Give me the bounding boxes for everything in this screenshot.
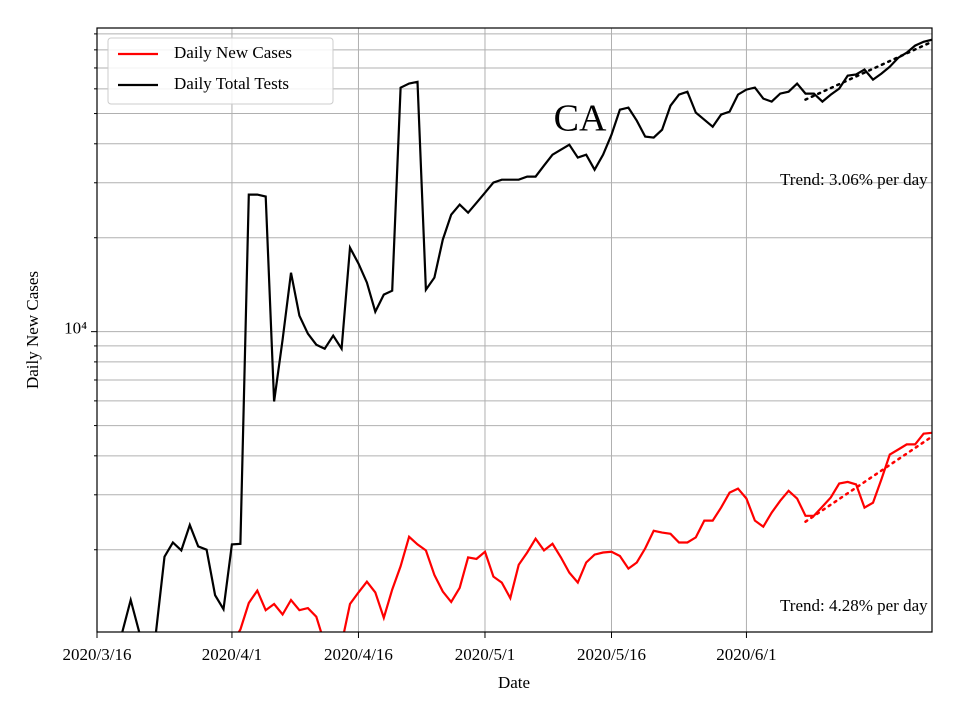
annotation: Trend: 4.28% per day — [780, 596, 928, 615]
x-axis-label: Date — [498, 673, 530, 692]
data-line — [237, 431, 932, 632]
y-axis-label: Daily New Cases — [23, 271, 42, 389]
trend-line — [804, 435, 932, 523]
annotation: Trend: 3.06% per day — [780, 170, 928, 189]
y-tick-label: 10⁴ — [64, 319, 87, 338]
legend-label: Daily Total Tests — [174, 74, 289, 93]
x-tick-label: 2020/4/1 — [202, 645, 262, 664]
x-tick-label: 2020/5/16 — [577, 645, 646, 664]
x-tick-label: 2020/5/1 — [455, 645, 515, 664]
trend-line — [804, 40, 932, 101]
legend-label: Daily New Cases — [174, 43, 292, 62]
legend-box — [107, 37, 334, 105]
plot-frame — [96, 27, 933, 633]
x-tick-label: 2020/3/16 — [63, 645, 132, 664]
plot-area — [121, 38, 932, 632]
annotation: CA — [554, 98, 607, 140]
data-line — [121, 38, 932, 632]
x-tick-label: 2020/6/1 — [716, 645, 776, 664]
x-tick-label: 2020/4/16 — [324, 645, 393, 664]
